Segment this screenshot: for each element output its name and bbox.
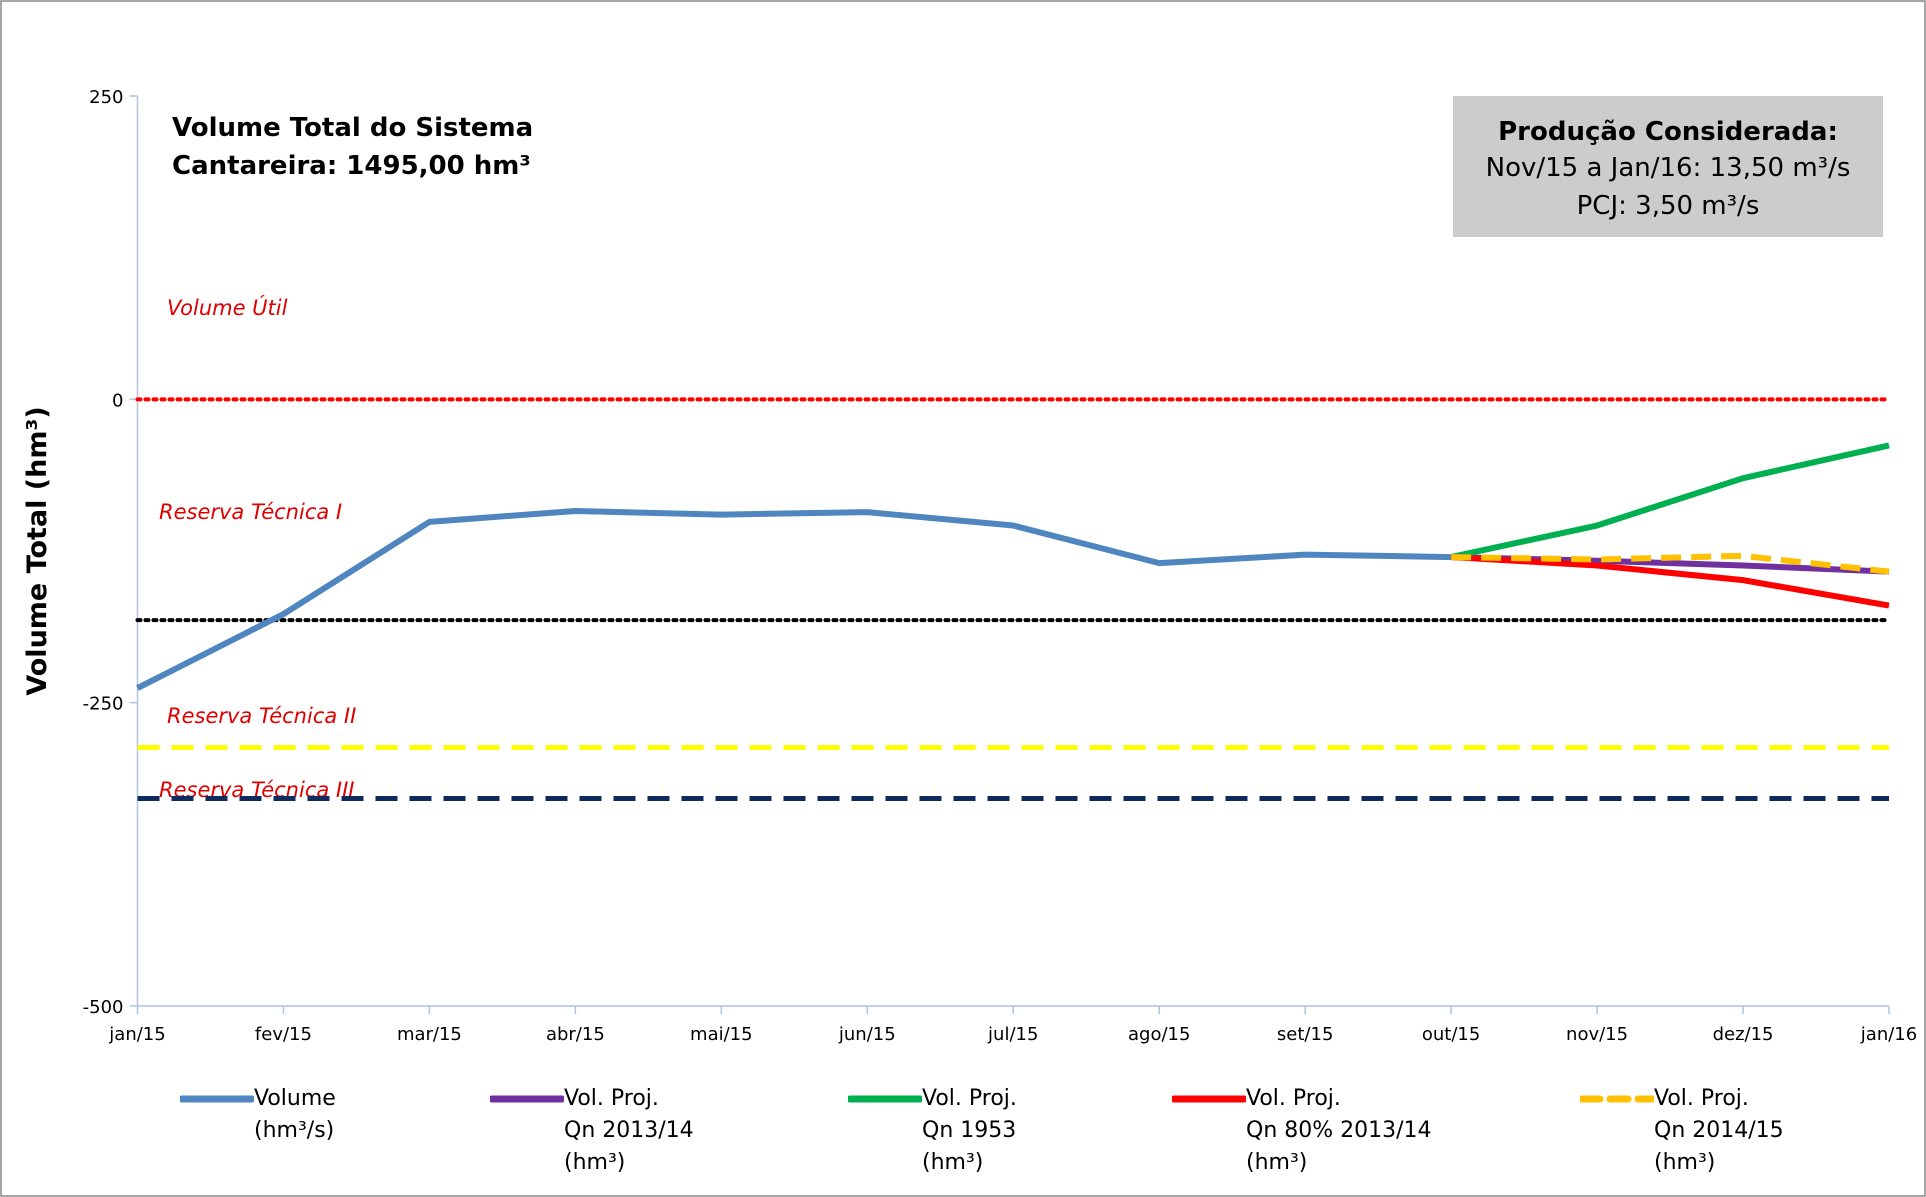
x-tick-label: set/15 (1277, 1024, 1333, 1045)
legend-label: Vol. Proj. Qn 80% 2013/14 (hm³) (1246, 1086, 1432, 1175)
y-tick-label: 0 (112, 390, 123, 411)
legend-label: Vol. Proj. Qn 1953 (hm³) (922, 1086, 1017, 1175)
x-tick-label: jan/16 (1860, 1024, 1917, 1045)
title-line: Volume Total do Sistema (172, 113, 533, 143)
legend-item: Volume (hm³/s) (178, 1083, 336, 1147)
y-tick-label: 250 (89, 87, 123, 108)
x-tick-label: mar/15 (397, 1024, 462, 1045)
legend-item: Vol. Proj. Qn 2014/15 (hm³) (1578, 1083, 1784, 1179)
x-tick-label: jun/15 (838, 1024, 896, 1045)
legend-item: Vol. Proj. Qn 1953 (hm³) (846, 1083, 1017, 1179)
x-tick-label: abr/15 (546, 1024, 605, 1045)
legend-label: Vol. Proj. Qn 2014/15 (hm³) (1654, 1086, 1784, 1175)
chart-title: Volume Total do Sistema Cantareira: 1495,… (172, 113, 533, 181)
x-tick-label: jan/15 (108, 1024, 165, 1045)
series-line (1450, 554, 1890, 609)
y-tick-label: -250 (83, 694, 124, 715)
title-line: Cantareira: 1495,00 hm³ (172, 151, 531, 181)
info-line: Nov/15 a Jan/16: 13,50 m³/s (1486, 153, 1851, 183)
x-tick-label: nov/15 (1566, 1024, 1628, 1045)
x-tick-label: out/15 (1422, 1024, 1480, 1045)
legend-label: Volume (hm³/s) (254, 1086, 336, 1143)
legend-swatch (846, 1083, 924, 1115)
x-tick-label: fev/15 (255, 1024, 312, 1045)
legend-swatch (488, 1083, 566, 1115)
series-line (1450, 442, 1890, 560)
legend-swatch (1170, 1083, 1248, 1115)
legend-label: Vol. Proj. Qn 2013/14 (hm³) (564, 1086, 694, 1175)
x-tick-label: jul/15 (987, 1024, 1038, 1045)
legend-swatch (1578, 1083, 1656, 1115)
legend-item: Vol. Proj. Qn 2013/14 (hm³) (488, 1083, 694, 1179)
annotation: Reserva Técnica II (167, 704, 356, 728)
x-tick-label: ago/15 (1128, 1024, 1190, 1045)
legend-item: Vol. Proj. Qn 80% 2013/14 (hm³) (1170, 1083, 1432, 1179)
series-line (136, 507, 1452, 691)
series-line (1451, 552, 1890, 575)
legend-swatch (178, 1083, 256, 1115)
x-tick-label: dez/15 (1713, 1024, 1774, 1045)
annotation: Volume Útil (167, 295, 288, 320)
info-box (1453, 96, 1883, 237)
y-tick-label: -500 (83, 997, 124, 1018)
info-line: PCJ: 3,50 m³/s (1577, 191, 1760, 221)
annotation: Reserva Técnica I (159, 500, 342, 524)
y-axis-title: Volume Total (hm³) (22, 406, 53, 695)
info-title: Produção Considerada: (1498, 117, 1838, 147)
x-tick-label: mai/15 (690, 1024, 753, 1045)
